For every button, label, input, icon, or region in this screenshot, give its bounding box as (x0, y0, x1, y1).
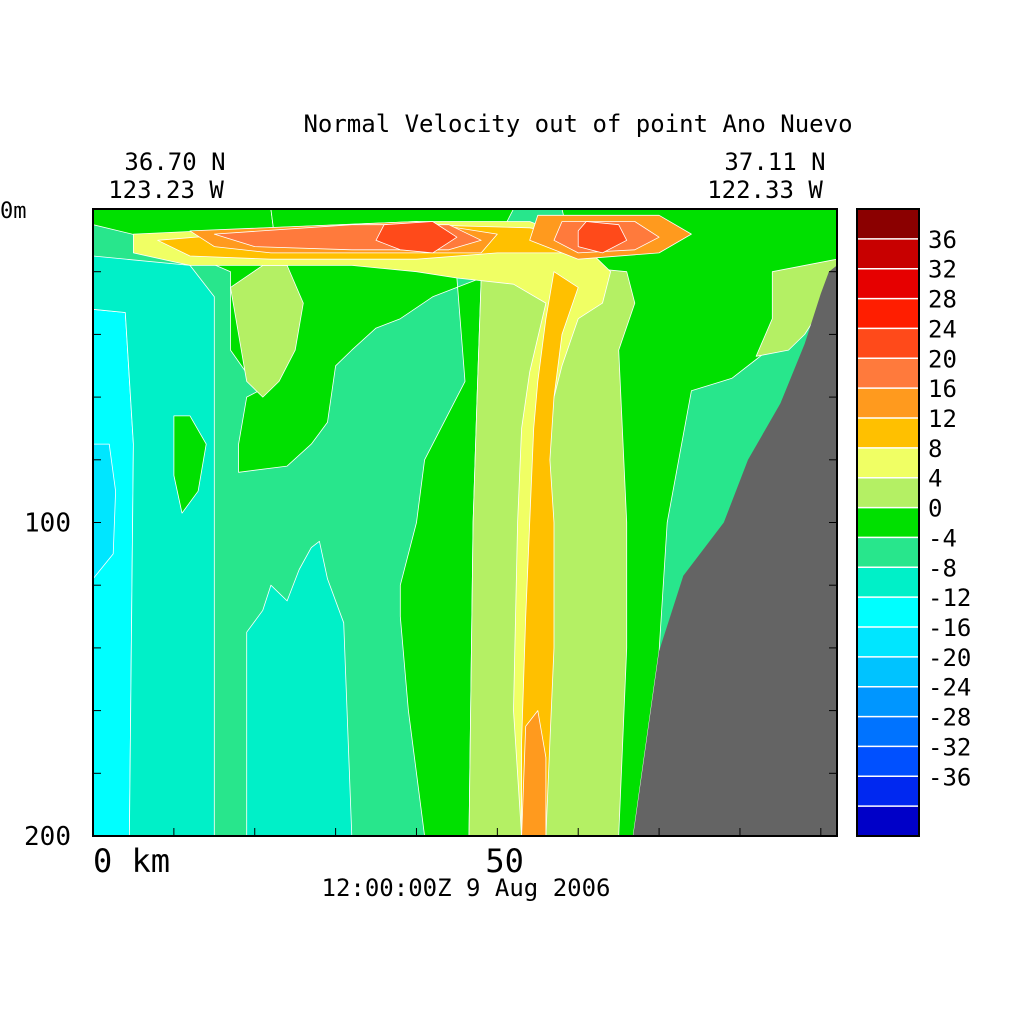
y-tick-label: 0m (0, 199, 27, 224)
seafloor-layer (633, 265, 837, 836)
left-longitude-label: 123.23 W (108, 176, 224, 204)
colorbar-label: -12 (928, 584, 971, 612)
colorbar-bin (857, 716, 919, 747)
colorbar-label: -32 (928, 733, 971, 761)
colorbar-bin (857, 627, 919, 658)
colorbar-bin (857, 567, 919, 598)
axis-labels: 0m 100 200 0 km 50 (0, 199, 524, 880)
x-tick-label: 50 (485, 842, 524, 880)
colorbar-bin (857, 328, 919, 359)
contour-region-18 (521, 710, 547, 836)
colorbar-bin (857, 746, 919, 777)
colorbar-label: 4 (928, 465, 942, 493)
contour-region-24 (577, 221, 628, 254)
contour-region-10 (173, 415, 207, 514)
colorbar-label: 36 (928, 226, 957, 254)
contour-region-17 (521, 271, 579, 836)
colorbar-label: -4 (928, 524, 957, 552)
contour-region-4 (246, 540, 353, 836)
left-latitude-label: 36.70 N (124, 148, 225, 176)
colorbar-label: 0 (928, 495, 942, 523)
colorbar-label: 24 (928, 315, 957, 343)
y-tick-label: 100 (24, 509, 71, 539)
colorbar-bin (857, 507, 919, 538)
colorbar-frame (856, 208, 920, 837)
colorbar-bin (857, 537, 919, 568)
colorbar-bin (857, 477, 919, 509)
colorbar-bin (857, 358, 919, 389)
colorbar-label: -24 (928, 674, 971, 702)
axis-ticks (93, 271, 837, 836)
colorbar-bin (857, 388, 919, 419)
colorbar-bin (857, 597, 919, 628)
colorbar-bin (857, 298, 919, 329)
contour-region-2 (93, 443, 116, 580)
chart-title: Normal Velocity out of point Ano Nuevo (303, 110, 852, 138)
colorbar-label: -8 (928, 554, 957, 582)
colorbar-bin (857, 238, 919, 270)
contour-fields (93, 209, 837, 836)
contour-region-12 (230, 264, 304, 398)
colorbar-bin (857, 776, 919, 807)
colorbar-label: 8 (928, 435, 942, 463)
colorbar-bin (857, 209, 919, 240)
y-tick-label: 200 (24, 822, 71, 852)
timestamp-label: 12:00:00Z 9 Aug 2006 (322, 874, 611, 902)
colorbar-bin (857, 418, 919, 449)
colorbar-bin (857, 806, 919, 837)
contour-region-14 (755, 258, 837, 357)
colorbar-bin (857, 686, 919, 718)
colorbar-label: -16 (928, 614, 971, 642)
colorbar-label: -28 (928, 704, 971, 732)
x-tick-label: 0 km (93, 842, 170, 880)
right-latitude-label: 37.11 N (724, 148, 825, 176)
colorbar-bin (857, 447, 919, 479)
right-longitude-label: 122.33 W (707, 176, 823, 204)
colorbar-bin (857, 656, 919, 688)
colorbar-bin (857, 268, 919, 300)
colorbar-label: 12 (928, 405, 957, 433)
colorbar: 36322824201612840-4-8-12-16-20-24-28-32-… (856, 208, 971, 837)
contour-region-9 (238, 209, 514, 836)
contour-region-3 (93, 255, 215, 836)
contour-region-23 (375, 221, 458, 254)
colorbar-label: 32 (928, 256, 957, 284)
colorbar-label: 20 (928, 345, 957, 373)
colorbar-label: 28 (928, 286, 957, 314)
contour-region-1 (93, 308, 134, 836)
seafloor-shape (633, 265, 837, 836)
colorbar-label: -36 (928, 763, 971, 791)
colorbar-label: 16 (928, 375, 957, 403)
colorbar-label: -20 (928, 644, 971, 672)
